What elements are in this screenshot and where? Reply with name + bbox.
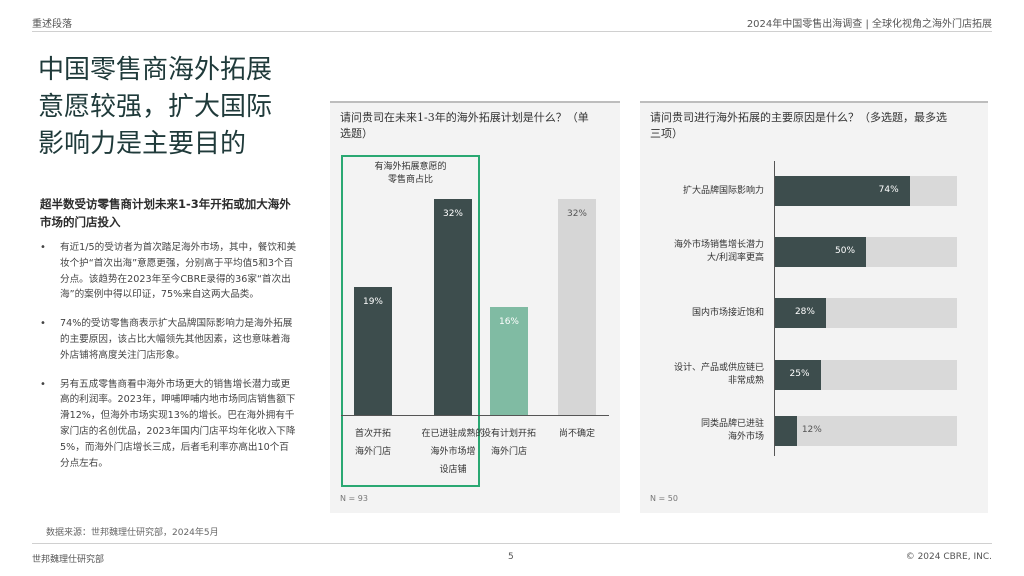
bullet-dot-icon: • bbox=[40, 318, 46, 330]
category-label-line: 海外市场销售增长潜力 bbox=[673, 240, 764, 250]
chart-title: 请问贵司进行海外拓展的主要原因是什么？（多选题，最多选三项） bbox=[650, 111, 947, 140]
bullet-list: • 有近1/5的受访者为首次踏足海外市场，其中，餐饮和美妆个护“首次出海”意愿更强… bbox=[40, 240, 298, 484]
subheading: 超半数受访零售商计划未来1-3年开拓或加大海外市场的门店投入 bbox=[40, 197, 291, 229]
category-label-line: 设计、产品或供应链已 bbox=[673, 363, 764, 373]
bar bbox=[775, 298, 826, 328]
bullet-text: 74%的受访零售商表示扩大品牌国际影响力是海外拓展的主要原因，该占比大幅领先其他… bbox=[60, 318, 293, 361]
bar bbox=[775, 176, 910, 206]
bar bbox=[775, 360, 821, 390]
chart-panel-reasons: 请问贵司进行海外拓展的主要原因是什么？（多选题，最多选三项） 74% 扩大品牌国际… bbox=[640, 101, 988, 513]
callout-box bbox=[341, 155, 480, 487]
bar bbox=[354, 286, 392, 415]
chart-title: 请问贵司在未来1-3年的海外拓展计划是什么？（单选题） bbox=[340, 111, 589, 140]
bullet-dot-icon: • bbox=[40, 378, 46, 390]
category-label-line: 海外市场增 bbox=[430, 447, 476, 457]
sample-size: N = 93 bbox=[340, 494, 368, 503]
x-axis bbox=[341, 415, 609, 416]
category-label-line: 同类品牌已进驻 bbox=[700, 419, 764, 429]
data-label: 32% bbox=[442, 209, 463, 219]
bullet-item: • 74%的受访零售商表示扩大品牌国际影响力是海外拓展的主要原因，该占比大幅领先其… bbox=[40, 316, 298, 363]
data-source: 数据来源：世邦魏理仕研究部，2024年5月 bbox=[46, 528, 219, 538]
data-label: 74% bbox=[878, 185, 899, 195]
category-label: 国内市场接近饱和 bbox=[646, 307, 764, 320]
bullet-item: • 另有五成零售商看中海外市场更大的销售增长潜力或更高的利润率。2023年，呷哺呷… bbox=[40, 377, 298, 472]
bar bbox=[558, 199, 596, 415]
category-label-line: 海外门店 bbox=[490, 447, 527, 457]
footer-divider bbox=[32, 543, 992, 544]
callout-label-line: 有海外拓展意愿的 bbox=[374, 162, 447, 172]
bullet-text: 有近1/5的受访者为首次踏足海外市场，其中，餐饮和美妆个护“首次出海”意愿更强，… bbox=[60, 242, 297, 301]
bullet-dot-icon: • bbox=[40, 242, 46, 253]
bar bbox=[775, 416, 797, 446]
title-line: 中国零售商海外拓展 bbox=[38, 55, 273, 85]
data-label: 12% bbox=[801, 425, 822, 435]
header-left: 重述段落 bbox=[32, 19, 72, 30]
bullet-text: 另有五成零售商看中海外市场更大的销售增长潜力或更高的利润率。2023年，呷哺呷哺… bbox=[60, 378, 296, 469]
category-label: 尚不确定 bbox=[539, 425, 615, 443]
category-label-line: 首次开拓 bbox=[354, 429, 391, 439]
category-label-line: 非常成熟 bbox=[727, 376, 764, 386]
category-label-line: 扩大品牌国际影响力 bbox=[682, 186, 764, 196]
callout-label-line: 零售商占比 bbox=[387, 175, 433, 185]
category-label: 同类品牌已进驻海外市场 bbox=[646, 418, 764, 444]
bar bbox=[434, 199, 472, 415]
category-label-line: 在已进驻成熟的 bbox=[421, 429, 485, 439]
category-label-line: 尚不确定 bbox=[558, 429, 595, 439]
category-label-line: 设店铺 bbox=[439, 465, 467, 475]
callout-label: 有海外拓展意愿的 零售商占比 bbox=[341, 161, 480, 187]
bar bbox=[775, 237, 866, 267]
data-label: 50% bbox=[835, 246, 856, 256]
bar-track bbox=[775, 416, 957, 446]
title-line: 意愿较强，扩大国际 bbox=[38, 92, 273, 122]
page-number: 5 bbox=[508, 552, 514, 562]
category-label: 设计、产品或供应链已非常成熟 bbox=[646, 362, 764, 388]
category-label: 扩大品牌国际影响力 bbox=[646, 185, 764, 198]
category-label: 没有计划开拓 海外门店 bbox=[471, 425, 547, 461]
data-label: 32% bbox=[566, 209, 587, 219]
category-label: 海外市场销售增长潜力大/利润率更高 bbox=[646, 239, 764, 265]
chart-panel-plans: 请问贵司在未来1-3年的海外拓展计划是什么？（单选题） 有海外拓展意愿的 零售商占… bbox=[330, 101, 620, 513]
title-line: 影响力是主要目的 bbox=[38, 129, 247, 159]
bullet-item: • 有近1/5的受访者为首次踏足海外市场，其中，餐饮和美妆个护“首次出海”意愿更强… bbox=[40, 240, 298, 303]
y-axis bbox=[774, 161, 775, 456]
header-divider bbox=[32, 31, 992, 32]
category-label-line: 没有计划开拓 bbox=[481, 429, 536, 439]
data-label: 28% bbox=[794, 307, 815, 317]
category-label: 首次开拓 海外门店 bbox=[335, 425, 411, 461]
footer-left: 世邦魏理仕研究部 bbox=[32, 555, 105, 565]
category-label-line: 海外市场 bbox=[727, 432, 764, 442]
category-label-line: 大/利润率更高 bbox=[706, 253, 764, 263]
copyright: © 2024 CBRE, INC. bbox=[905, 552, 992, 562]
sample-size: N = 50 bbox=[650, 494, 678, 503]
category-label-line: 国内市场接近饱和 bbox=[691, 308, 764, 318]
page-title: 中国零售商海外拓展 意愿较强，扩大国际 影响力是主要目的 bbox=[38, 52, 298, 163]
header-right: 2024年中国零售出海调查 | 全球化视角之海外门店拓展 bbox=[746, 19, 992, 30]
data-label: 16% bbox=[498, 317, 519, 327]
category-label-line: 海外门店 bbox=[354, 447, 391, 457]
data-label: 19% bbox=[362, 296, 383, 307]
bar bbox=[490, 307, 528, 415]
data-label: 25% bbox=[789, 369, 810, 379]
category-label: 在已进驻成熟的 海外市场增设店铺 bbox=[415, 425, 491, 479]
